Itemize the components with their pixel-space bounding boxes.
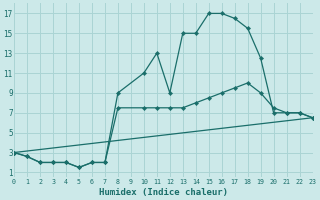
X-axis label: Humidex (Indice chaleur): Humidex (Indice chaleur) bbox=[99, 188, 228, 197]
